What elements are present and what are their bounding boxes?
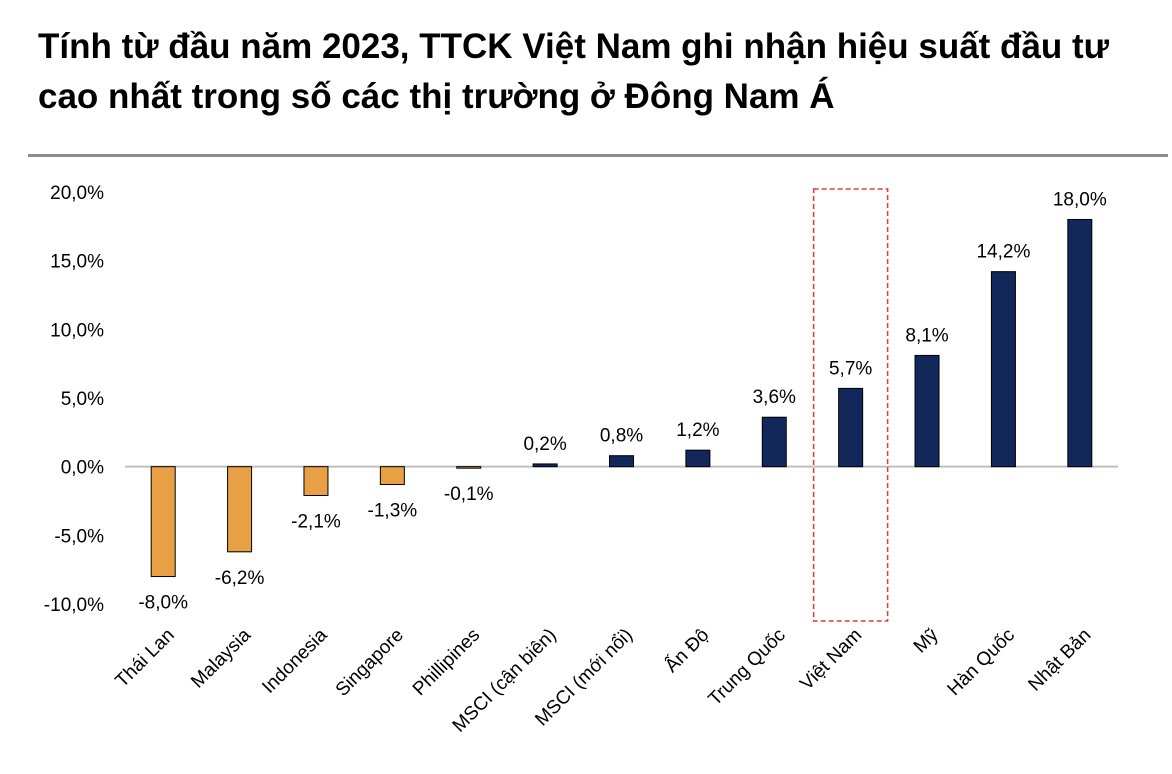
chart-title: Tính từ đầu năm 2023, TTCK Việt Nam ghi … [38,27,1110,116]
bar [609,455,634,468]
category-label: Mỹ [910,624,943,657]
category-label: Thái Lan [112,625,179,692]
bar [379,466,405,486]
data-label: 0,2% [523,434,566,455]
category-label: Nhật Bản [1024,625,1095,696]
y-tick-label: 15,0% [50,252,104,273]
category-label: Ấn Độ [661,624,714,677]
data-label: -8,0% [138,593,188,614]
data-labels: -8,0% -6,2% -2,1% -1,3% -0,1% 0,2% 0,8% 1,2% 3,6… [138,189,1106,613]
y-tick-label: 5,0% [61,389,104,410]
data-label: -0,1% [444,484,494,505]
category-labels: Thái Lan Malaysia Indonesia Singapore Philli… [112,624,1096,737]
bar [303,466,329,497]
bar [1067,218,1093,468]
data-label: -1,3% [368,501,418,522]
y-axis: 20,0% 15,0% 10,0% 5,0% 0,0% -5,0% -10,0% [44,183,1118,622]
bar [761,416,787,468]
highlight-box [812,188,889,622]
category-label: Phillipines [409,625,484,700]
y-tick-label: -10,0% [44,595,104,616]
data-label: 18,0% [1053,189,1107,210]
y-tick-label: -5,0% [54,526,104,547]
data-label: 5,7% [829,358,872,379]
y-tick-label: 10,0% [50,320,104,341]
category-label: Singapore [332,625,408,701]
bar [685,449,711,468]
bars [150,218,1093,578]
data-label: -2,1% [291,512,341,533]
bar [456,466,482,469]
y-tick-label: 0,0% [61,458,104,479]
data-label: -6,2% [215,568,265,589]
category-label: Việt Nam [796,625,866,695]
data-label: 3,6% [753,387,796,408]
data-label: 0,8% [600,426,643,447]
y-tick-label: 20,0% [50,183,104,204]
data-label: 1,2% [676,420,719,441]
category-label: Malaysia [187,624,255,692]
category-label: Hàn Quốc [944,625,1019,700]
bar [914,354,940,468]
data-label: 8,1% [905,325,948,346]
bar [150,466,176,578]
data-label: 14,2% [976,242,1030,263]
bar [838,387,864,468]
category-label: Trung Quốc [705,625,790,710]
bar [532,463,558,468]
bar [990,271,1016,468]
bar [227,466,253,553]
category-label: Indonesia [258,624,331,697]
title-divider [28,154,1168,157]
